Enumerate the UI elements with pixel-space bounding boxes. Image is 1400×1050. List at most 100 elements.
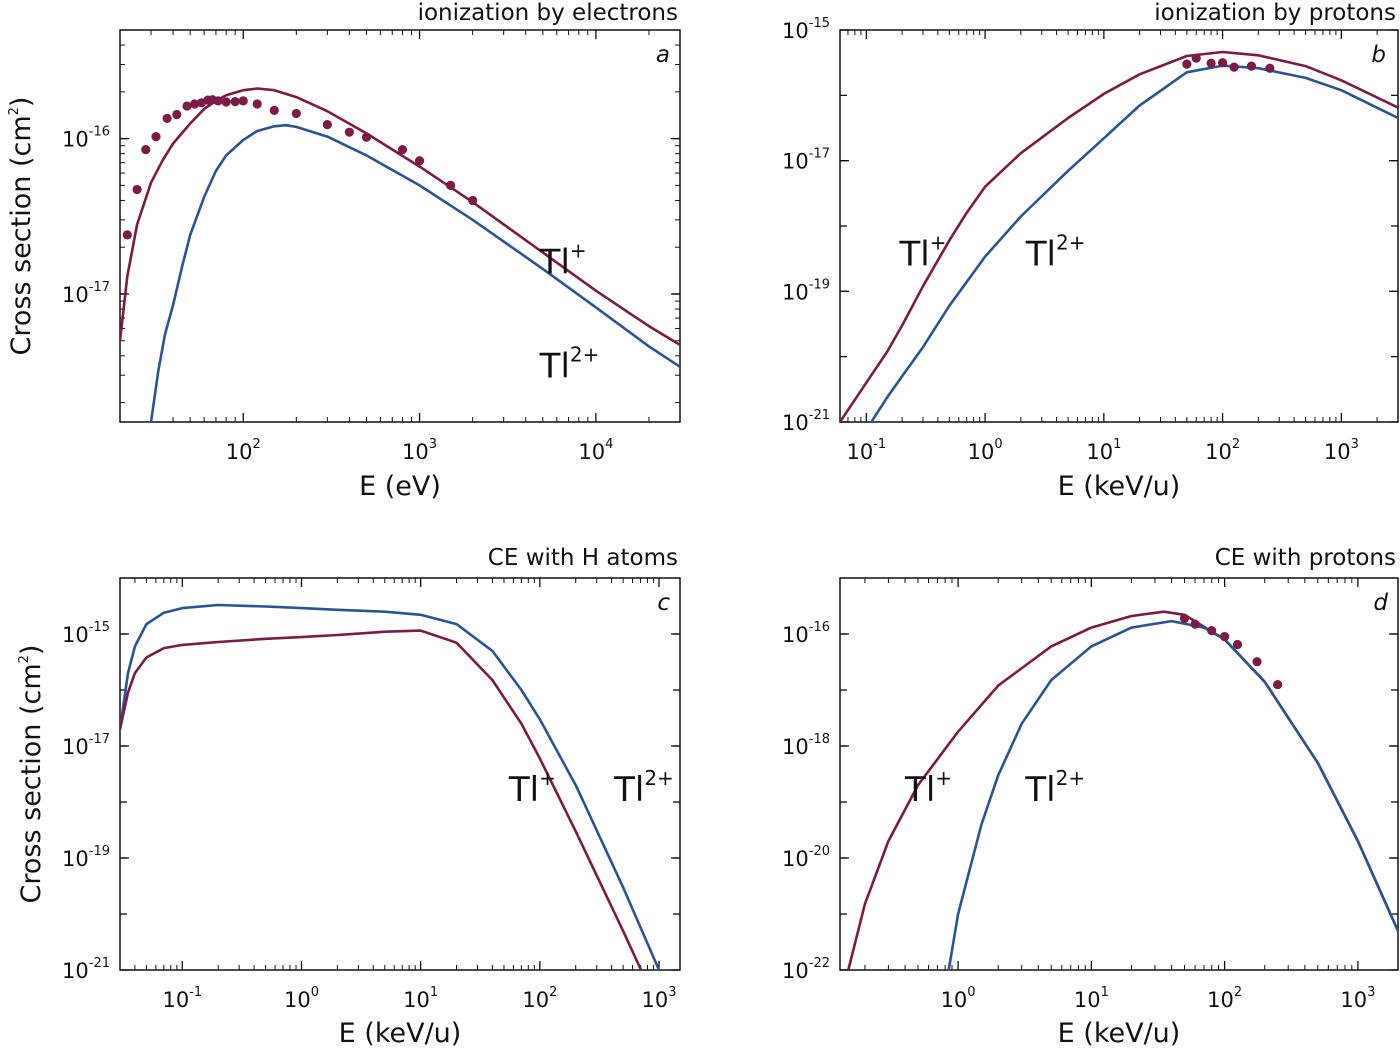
series-annotation-tl-plus: Tl+ [539,239,587,283]
data-point [172,109,182,120]
panel-b: 10-1 100 101 102 103 10-21 10-19 10-17 10-15 Tl+ T… [782,0,1399,502]
y-tick-label: 10-15 [62,620,110,647]
y-tick-label: 10-20 [782,844,830,871]
data-point [446,180,456,190]
data-point [151,132,161,142]
series-line-tl-2plus [120,603,661,970]
y-tick-label: 10-22 [782,956,830,983]
panel-c: 10-1 100 101 102 103 10-21 10-19 10-17 10-15 Tl+ T… [16,545,681,1049]
series-annotation-tl-2plus: Tl2+ [539,343,600,387]
series-annotation-tl-2plus: Tl2+ [1025,230,1086,274]
data-point [122,230,132,240]
data-point [269,105,279,115]
x-tick-label: 101 [403,985,438,1012]
data-point [1206,58,1216,68]
y-tick-label: 10-21 [62,956,110,983]
x-axis-label: E (keV/u) [1058,1018,1181,1049]
series-line-tl-plus [120,87,680,347]
x-tick-label: 103 [402,437,437,464]
series-annotation-tl-2plus: Tl2+ [613,766,674,810]
x-tick-label: 102 [522,985,557,1012]
x-tick-label: 100 [284,985,319,1012]
x-tick-label: 102 [226,437,261,464]
data-point [1246,61,1257,71]
plot-frame [839,577,1399,971]
plot-frame [839,29,1399,423]
panel-title: ionization by electrons [418,0,678,26]
data-point [221,97,231,107]
panel-a: 102 103 104 10-17 10-16 Tl+ Tl2+ ionization by … [6,0,681,502]
data-point [132,184,142,195]
data-point [230,97,240,107]
series-annotation-tl-plus: Tl+ [508,766,556,810]
x-tick-label: 101 [1074,985,1109,1012]
data-point [1182,59,1192,69]
data-point [1265,63,1275,73]
x-tick-label: 10-1 [162,985,202,1012]
y-tick-label: 10-16 [782,620,830,647]
series-annotation-tl-2plus: Tl2+ [1024,766,1085,810]
panel-title: ionization by protons [1154,0,1396,26]
x-tick-label: 10-1 [846,437,886,464]
x-axis-label: E (eV) [359,471,441,502]
x-tick-label: 102 [1207,985,1242,1012]
data-point [361,132,372,142]
plot-frame [119,29,681,423]
panel-letter: c [657,590,670,616]
panel-title: CE with H atoms [488,545,678,571]
y-tick-label: 10-19 [782,277,830,304]
panel-title: CE with protons [1215,545,1396,571]
series-annotation-tl-plus: Tl+ [904,766,952,810]
y-tick-label: 10-17 [782,147,830,174]
data-point [414,156,425,166]
data-point [1179,613,1190,623]
y-tick-label: 10-16 [62,125,110,152]
data-point [344,127,354,137]
data-point [162,113,172,123]
y-axis-label: Cross section (cm2) [16,645,47,904]
data-point [1207,626,1217,636]
x-tick-label: 100 [968,437,1003,464]
y-tick-label: 10-21 [782,408,830,435]
series-line-tl-plus [120,629,643,970]
panel-letter: d [1373,590,1388,616]
data-point [1217,58,1228,68]
x-axis-label: E (keV/u) [1058,471,1181,502]
data-point [322,120,332,130]
data-point [190,99,200,109]
x-tick-label: 104 [578,437,613,464]
y-tick-label: 10-19 [62,844,110,871]
series-line-tl-2plus [947,619,1398,970]
series-line-tl-plus [840,50,1398,422]
x-tick-label: 102 [1205,437,1240,464]
panel-letter: a [656,42,670,68]
x-tick-label: 103 [1324,437,1359,464]
data-point [182,101,192,111]
data-point [1273,679,1283,690]
data-point [1191,53,1201,63]
x-tick-label: 100 [941,985,976,1012]
series-line-tl-2plus [870,64,1398,422]
data-point [238,96,248,106]
x-tick-label: 101 [1086,437,1121,464]
data-point [291,108,301,119]
y-tick-label: 10-18 [782,732,830,759]
data-point [141,144,151,155]
y-tick-label: 10-17 [62,280,110,307]
series-line-tl-2plus [149,123,680,422]
data-point [252,99,262,109]
panel-d: 100 101 102 103 10-22 10-20 10-18 10-16 Tl+ Tl2+ C… [782,545,1399,1049]
data-point [1190,619,1200,629]
y-tick-label: 10-15 [782,16,830,43]
data-point [1229,62,1239,72]
x-tick-label: 103 [1340,985,1375,1012]
data-point [397,144,408,155]
panel-letter: b [1371,42,1386,68]
data-point [1232,639,1243,650]
data-point [1220,631,1230,642]
data-point [468,195,478,206]
x-tick-label: 103 [642,985,677,1012]
data-point [213,96,223,106]
x-axis-label: E (keV/u) [339,1018,462,1049]
